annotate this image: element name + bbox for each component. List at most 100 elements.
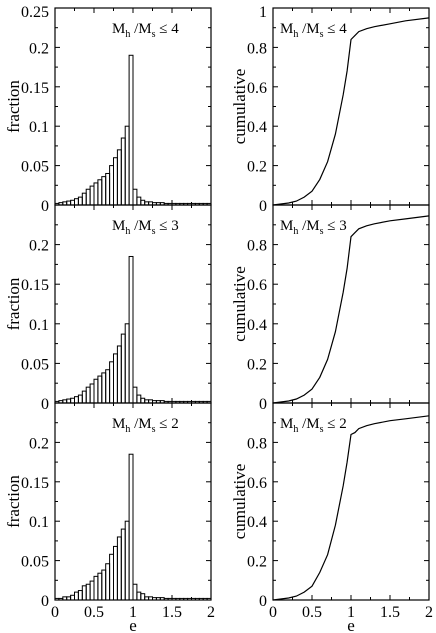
annotation-part: M <box>112 21 125 37</box>
histogram-bar <box>144 596 150 601</box>
chart-panel-left-middle: 0 0.05 0.1 0.15 0.2 fraction Mh /Ms ≤ 3 <box>4 204 212 413</box>
x-tick-label: 0.5 <box>302 604 322 621</box>
y-axis-label: cumulative <box>230 266 249 342</box>
histogram-bar <box>101 372 107 404</box>
panel-annotation: Mh /Ms ≤ 3 <box>280 218 347 237</box>
histogram-bar <box>116 345 122 404</box>
histogram-bar <box>109 553 114 601</box>
histogram-bar <box>171 597 177 601</box>
histogram-bar <box>128 255 134 404</box>
histogram-bar <box>163 597 169 601</box>
histogram-bar <box>120 333 126 404</box>
x-tick-label: 0.5 <box>84 604 104 621</box>
annotation-part: ≤ 4 <box>324 21 348 37</box>
x-axis-label: e <box>347 616 355 633</box>
histogram-bar <box>101 569 107 601</box>
histogram-bar <box>97 375 103 404</box>
y-tick-label: 0 <box>41 396 49 413</box>
y-tick-label: 0 <box>259 593 267 610</box>
y-axis-label: fraction <box>4 80 23 133</box>
y-axis-label: cumulative <box>230 69 249 145</box>
y-axis-label: fraction <box>4 277 23 330</box>
panel-annotation: Mh /Ms ≤ 3 <box>112 218 179 237</box>
annotation-part: ≤ 4 <box>156 21 180 37</box>
chart-panel-right-middle: 0 0.2 0.4 0.6 0.8 cumulative Mh /Ms ≤ 3 <box>230 204 430 413</box>
histogram-bar <box>70 199 75 206</box>
annotation-part: ≤ 2 <box>324 416 347 432</box>
x-axis-label: e <box>129 616 137 633</box>
y-tick-label: 0.8 <box>247 435 267 452</box>
y-tick-label: 0.15 <box>21 475 49 492</box>
histogram-bar <box>148 596 154 601</box>
histogram-bar <box>74 591 79 601</box>
cumulative-line <box>272 215 430 404</box>
histogram-bar <box>105 172 111 206</box>
histogram-bar <box>128 453 134 601</box>
y-tick-label: 0.6 <box>247 475 267 492</box>
annotation-part: /M <box>298 218 319 234</box>
histogram-bar <box>97 572 103 601</box>
histogram-bar <box>93 182 99 206</box>
histogram-bar <box>97 179 103 206</box>
histogram-bar <box>77 590 83 601</box>
y-tick-label: 0.4 <box>247 119 267 136</box>
histogram-bar <box>81 192 87 206</box>
y-axis-label: fraction <box>4 475 23 528</box>
x-tick-label: 0 <box>51 604 59 621</box>
histogram-bar <box>89 580 95 601</box>
histogram-bar <box>116 536 122 601</box>
histogram-bar <box>85 386 91 404</box>
y-tick-label: 0.6 <box>247 277 267 294</box>
y-tick-label: 0.05 <box>21 554 49 571</box>
chart-panel-left-bottom: 0 0.05 0.1 0.15 0.2 0 0.5 1 1.5 2 e fraction Mh /Ms … <box>4 402 215 633</box>
annotation-part: h <box>125 424 130 435</box>
annotation-part: M <box>280 21 293 37</box>
annotation-part: M <box>280 218 293 234</box>
histogram-bar <box>81 390 87 404</box>
histogram-bar <box>113 157 118 206</box>
annotation-part: s <box>152 226 156 237</box>
y-tick-label: 0.2 <box>29 40 49 57</box>
x-tick-label: 2 <box>425 604 433 621</box>
histogram-bar <box>105 563 111 601</box>
annotation-part: /M <box>130 218 151 234</box>
y-tick-label: 0.2 <box>247 159 267 176</box>
histogram-bar <box>101 176 107 206</box>
cumulative-line <box>272 415 430 601</box>
histogram-bar <box>120 528 126 601</box>
histogram-bar <box>194 597 200 601</box>
histogram-bar <box>155 597 161 601</box>
histogram-bar <box>85 188 91 206</box>
histogram-bar <box>113 353 118 404</box>
annotation-part: s <box>320 29 324 40</box>
histogram-bar <box>81 585 87 601</box>
x-tick-label: 1 <box>347 604 355 621</box>
annotation-part: M <box>112 416 125 432</box>
y-tick-label: 1 <box>259 4 267 21</box>
histogram-bar <box>124 323 130 404</box>
histogram-bar <box>183 597 189 601</box>
histogram-bar <box>128 54 134 206</box>
y-tick-label: 0.05 <box>21 356 49 373</box>
histogram-bar <box>109 165 114 206</box>
annotation-part: /M <box>130 21 151 37</box>
y-tick-label: 0.6 <box>247 80 267 97</box>
histogram-bar <box>70 594 75 601</box>
annotation-part: s <box>152 29 156 40</box>
histogram-bar <box>70 397 75 404</box>
annotation-part: /M <box>130 416 151 432</box>
histogram-bar <box>120 137 126 206</box>
panel-annotation: Mh /Ms ≤ 2 <box>280 416 347 435</box>
y-tick-label: 0.25 <box>21 4 49 21</box>
histogram-bar <box>116 149 122 206</box>
histogram-bar <box>140 397 146 404</box>
histogram-bar <box>74 396 79 404</box>
chart-panel-right-bottom: 0 0.2 0.4 0.6 0.8 0 0.5 1 1.5 2 e cumulative Mh /Ms … <box>230 402 433 633</box>
annotation-part: /M <box>298 416 319 432</box>
annotation-part: /M <box>298 21 319 37</box>
y-tick-label: 0 <box>41 593 49 610</box>
x-tick-label: 1.5 <box>162 604 182 621</box>
y-tick-label: 0 <box>259 198 267 215</box>
histogram-bar <box>77 196 83 206</box>
histogram-bar <box>152 597 157 601</box>
